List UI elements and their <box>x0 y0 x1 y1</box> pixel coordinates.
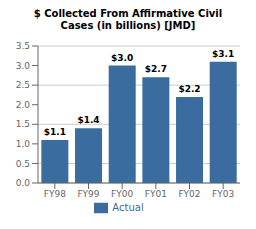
svg-text:2.0: 2.0 <box>16 100 31 110</box>
svg-text:1.0: 1.0 <box>16 139 31 149</box>
svg-text:FY02: FY02 <box>178 189 200 199</box>
svg-text:FY00: FY00 <box>111 189 133 199</box>
svg-text:FY98: FY98 <box>44 189 66 199</box>
svg-text:3.0: 3.0 <box>16 61 31 71</box>
svg-text:2.5: 2.5 <box>16 80 30 90</box>
html-text:Actual: Actual <box>112 202 144 213</box>
html-text:Cases (in billions) [JMD]: Cases (in billions) [JMD] <box>60 20 196 31</box>
svg-text:1.5: 1.5 <box>16 119 30 129</box>
svg-text:$2.7: $2.7 <box>145 64 167 74</box>
svg-text:3.5: 3.5 <box>16 41 30 51</box>
svg-text:FY99: FY99 <box>77 189 99 199</box>
svg-text:$1.4: $1.4 <box>77 115 99 125</box>
svg-text:$2.2: $2.2 <box>178 84 200 94</box>
svg-text:$3.1: $3.1 <box>212 49 234 59</box>
svg-text:0.0: 0.0 <box>16 178 31 188</box>
svg-text:FY03: FY03 <box>212 189 234 199</box>
svg-text:0.5: 0.5 <box>16 159 30 169</box>
svg-text:$3.0: $3.0 <box>111 53 133 63</box>
svg-text:FY01: FY01 <box>145 189 167 199</box>
svg-text:$1.1: $1.1 <box>44 127 66 137</box>
html-text:$ Collected From Affirmative C: $ Collected From Affirmative Civil <box>33 8 223 19</box>
